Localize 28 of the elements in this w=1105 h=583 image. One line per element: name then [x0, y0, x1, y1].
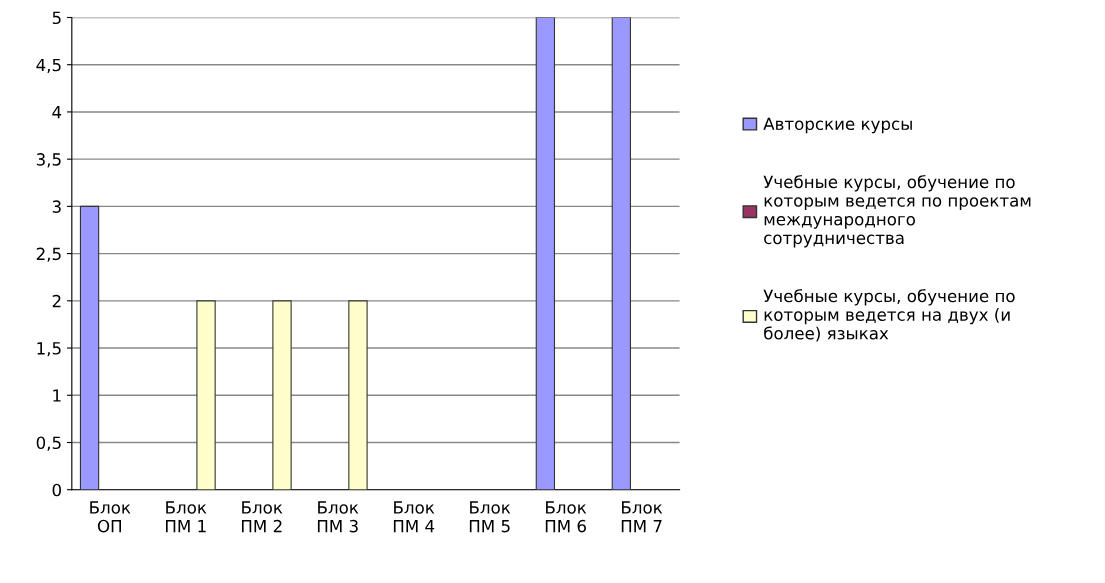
- x-tick-label: Блок ПМ 3: [317, 501, 359, 533]
- bar: [348, 300, 368, 490]
- x-tick-label: Блок ПМ 2: [241, 501, 283, 533]
- x-tick-label: Блок ПМ 7: [621, 501, 663, 533]
- x-tick-label: Блок ОП: [90, 501, 131, 533]
- y-tick-label: 3: [52, 200, 61, 213]
- y-tick-label: 3,5: [36, 153, 61, 168]
- x-tick-label: Блок ПМ 6: [545, 501, 587, 533]
- bar: [196, 300, 216, 490]
- bar: [611, 17, 632, 490]
- y-tick-label: 1: [53, 389, 61, 402]
- legend-label: Авторские курсы: [763, 117, 912, 134]
- y-tick-label: 1,5: [37, 342, 61, 357]
- x-tick-label: Блок ПМ 4: [393, 501, 435, 533]
- legend-label: Учебные курсы, обучение по которым ведется на двух (и более) языках: [763, 289, 1015, 342]
- legend-label: Учебные курсы, обучение по которым ведется по проектам международного сотрудничества: [763, 174, 1031, 248]
- y-tick-label: 2,5: [36, 247, 61, 262]
- y-tick-label: 0: [52, 483, 61, 497]
- y-tick-label: 4,5: [36, 58, 61, 73]
- x-tick-label: Блок ПМ 1: [166, 501, 207, 533]
- y-tick-label: 0,5: [36, 436, 61, 451]
- bar: [79, 205, 100, 490]
- bar: [272, 300, 292, 490]
- y-tick-label: 2: [52, 294, 61, 308]
- y-tick-label: 5: [52, 11, 61, 25]
- x-tick-label: Блок ПМ 5: [469, 501, 511, 533]
- bar: [535, 17, 556, 490]
- y-tick-label: 4: [52, 106, 62, 119]
